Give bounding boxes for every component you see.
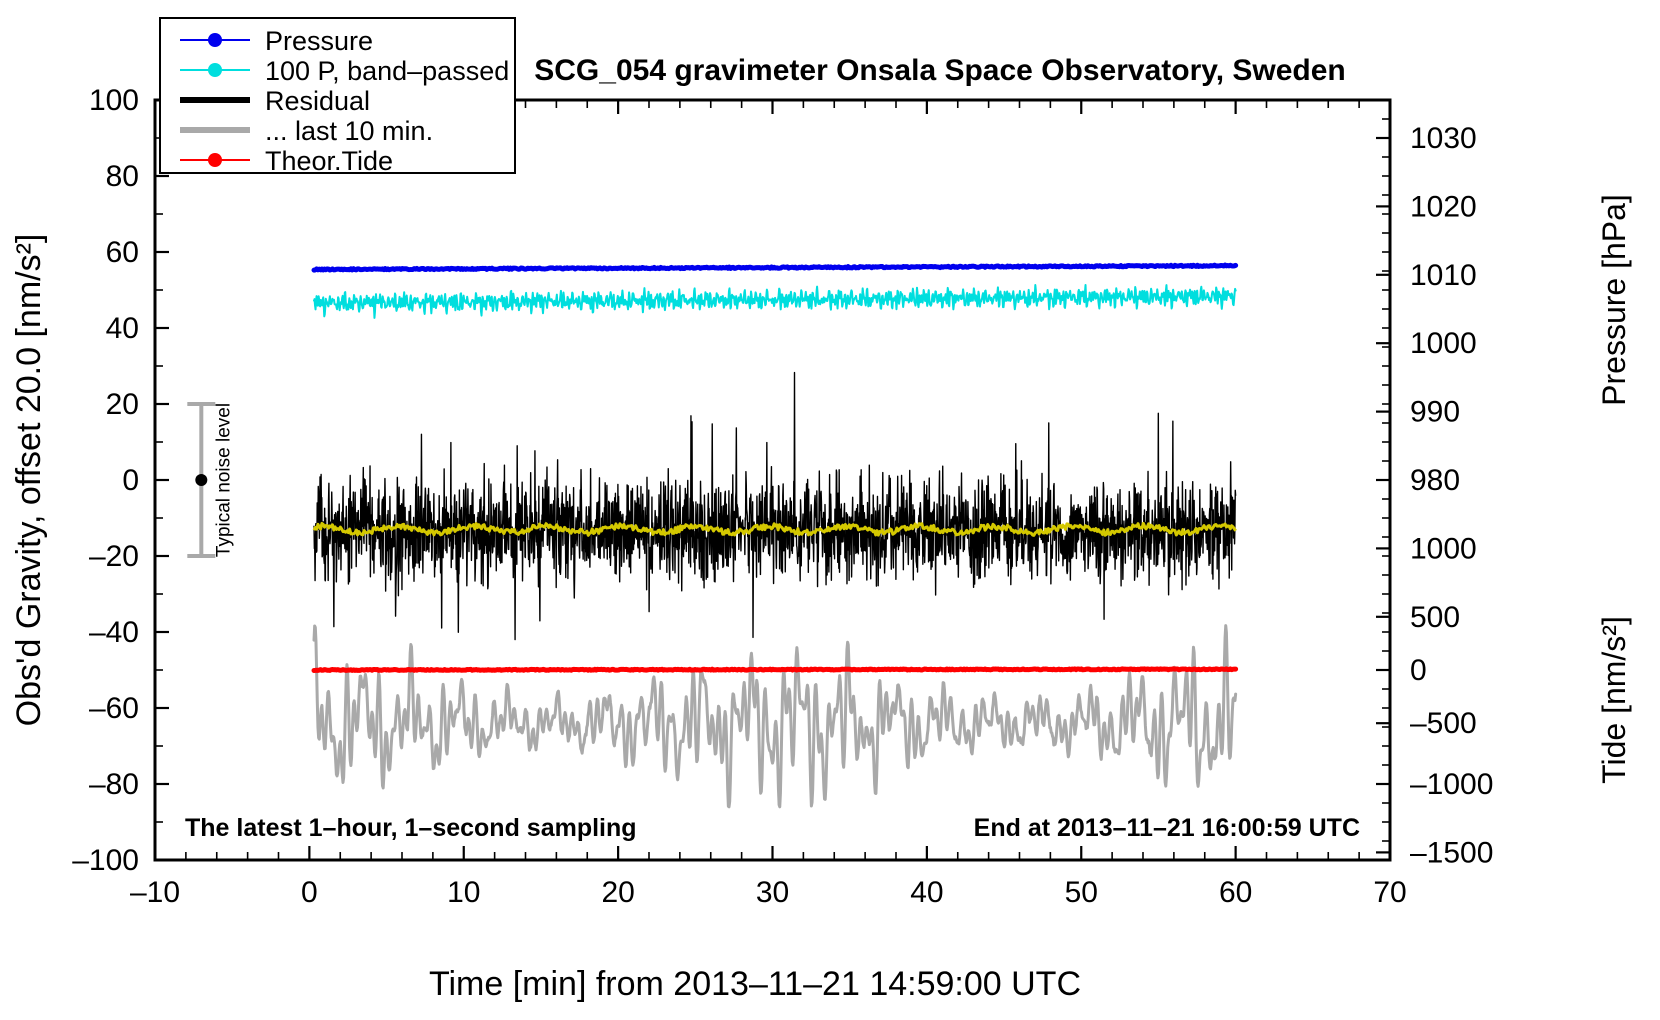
legend-item-100-p-band-passed[interactable]: 100 P, band–passed [180,56,509,86]
series-theor-tide [311,666,1239,673]
x-tick-label: –10 [130,876,180,909]
noise-bar-label: Typical noise level [213,403,234,557]
legend-label: Pressure [265,26,373,56]
legend-label: 100 P, band–passed [265,56,509,86]
tide-tick-label: 1000 [1410,532,1477,565]
data-series-layer [311,262,1239,809]
tide-tick-label: –500 [1410,707,1477,740]
y-tick-label: 100 [89,84,139,117]
x-tick-label: 40 [910,876,943,909]
legend-label: Residual [265,86,370,116]
pressure-tick-label: 1010 [1410,259,1477,292]
tide-tick-label: –1000 [1410,768,1493,801]
pressure-tick-label: 980 [1410,464,1460,497]
y-tick-label: 60 [106,236,139,269]
y-tick-label: 80 [106,160,139,193]
legend-label: ... last 10 min. [265,116,433,146]
legend-item-last-10-min[interactable]: ... last 10 min. [180,116,433,146]
legend-item-theor-tide[interactable]: Theor.Tide [180,146,393,176]
tide-tick-label: 0 [1410,654,1427,687]
x-tick-label: 50 [1065,876,1098,909]
x-tick-label: 60 [1219,876,1252,909]
legend-marker-dot [208,153,222,167]
y-tick-label: 0 [122,464,139,497]
axes-layer: –10 0 10 20 30 40 50 60 70100806040200–20–40–60–… [72,84,1493,909]
series-100-p-band-passed [313,283,1237,319]
chart-title: SCG_054 gravimeter Onsala Space Observat… [534,54,1346,87]
x-tick-label: 20 [601,876,634,909]
pressure-tick-label: 990 [1410,396,1460,429]
series-last-10-min [312,624,1238,809]
series-pressure [311,262,1239,273]
y-axis-title-right-tide: Tide [nm/s²] [1596,616,1632,784]
annotation-bottom-left: The latest 1–hour, 1–second sampling [185,814,637,842]
x-tick-label: 70 [1373,876,1406,909]
annotation-bottom-right: End at 2013–11–21 16:00:59 UTC [974,814,1360,842]
x-axis-title: Time [min] from 2013–11–21 14:59:00 UTC [429,965,1081,1003]
legend-marker-dot [208,33,222,47]
series-residual-smoothed [312,521,1237,537]
legend-marker-dot [208,63,222,77]
y-tick-label: –20 [89,540,139,573]
y-tick-label: –40 [89,616,139,649]
y-tick-label: –60 [89,692,139,725]
noise-bar-center-dot [195,474,208,486]
x-tick-label: 10 [447,876,480,909]
annotations-layer: Typical noise level [187,402,234,558]
y-tick-label: –80 [89,768,139,801]
y-tick-label: –100 [72,844,139,877]
x-tick-label: 30 [756,876,789,909]
y-axis-title-right-pressure: Pressure [hPa] [1596,194,1632,406]
y-axis-title-left: Obs'd Gravity, offset 20.0 [nm/s²] [10,234,48,727]
y-tick-label: 40 [106,312,139,345]
x-tick-label: 0 [301,876,318,909]
legend-label: Theor.Tide [265,146,393,176]
tide-tick-label: 500 [1410,601,1460,634]
pressure-tick-label: 1020 [1410,190,1477,223]
legend-item-pressure[interactable]: Pressure [180,26,373,56]
legend-item-residual[interactable]: Residual [180,86,370,116]
tide-tick-label: –1500 [1410,836,1493,869]
pressure-tick-label: 1000 [1410,327,1477,360]
pressure-tick-label: 1030 [1410,122,1477,155]
y-tick-label: 20 [106,388,139,421]
